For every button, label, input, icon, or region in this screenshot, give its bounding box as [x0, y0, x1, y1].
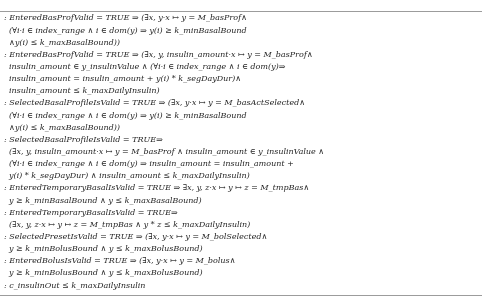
Text: : SelectedBasalProfileIsValid = TRUE ⇒ (∃x, y·x ↦ y = M_basActSelected∧: : SelectedBasalProfileIsValid = TRUE ⇒ (…	[4, 99, 305, 108]
Text: ∧y(i) ≤ k_maxBasalBound)): ∧y(i) ≤ k_maxBasalBound))	[4, 39, 120, 47]
Text: insulin_amount ≤ k_maxDailyInsulin): insulin_amount ≤ k_maxDailyInsulin)	[4, 87, 160, 95]
Text: : EnteredBasProfValid = TRUE ⇒ (∃x, y·x ↦ y = M_basProf∧: : EnteredBasProfValid = TRUE ⇒ (∃x, y·x …	[4, 14, 247, 22]
Text: : EnteredBolusIsValid = TRUE ⇒ (∃x, y·x ↦ y = M_bolus∧: : EnteredBolusIsValid = TRUE ⇒ (∃x, y·x …	[4, 257, 235, 265]
Text: : EnteredTemporaryBasalIsValid = TRUE⇒: : EnteredTemporaryBasalIsValid = TRUE⇒	[4, 209, 177, 217]
Text: (∀i·i ∈ index_range ∧ i ∈ dom(y) ⇒ y(i) ≥ k_minBasalBound: (∀i·i ∈ index_range ∧ i ∈ dom(y) ⇒ y(i) …	[4, 27, 246, 35]
Text: y(i) * k_segDayDur) ∧ insulin_amount ≤ k_maxDailyInsulin): y(i) * k_segDayDur) ∧ insulin_amount ≤ k…	[4, 172, 250, 180]
Text: (∀i·i ∈ index_range ∧ i ∈ dom(y) ⇒ insulin_amount = insulin_amount +: (∀i·i ∈ index_range ∧ i ∈ dom(y) ⇒ insul…	[4, 160, 294, 168]
Text: (∃x, y, z·x ↦ y ↦ z = M_tmpBas ∧ y * z ≤ k_maxDailyInsulin): (∃x, y, z·x ↦ y ↦ z = M_tmpBas ∧ y * z ≤…	[4, 221, 250, 229]
Text: y ≥ k_minBasalBound ∧ y ≤ k_maxBasalBound): y ≥ k_minBasalBound ∧ y ≤ k_maxBasalBoun…	[4, 197, 201, 204]
Text: ∧y(i) ≤ k_maxBasalBound)): ∧y(i) ≤ k_maxBasalBound))	[4, 124, 120, 132]
Text: : SelectedPresetIsValid = TRUE ⇒ (∃x, y·x ↦ y = M_bolSelected∧: : SelectedPresetIsValid = TRUE ⇒ (∃x, y·…	[4, 233, 267, 241]
Text: : EnteredBasProfValid = TRUE ⇒ (∃x, y, insulin_amount·x ↦ y = M_basProf∧: : EnteredBasProfValid = TRUE ⇒ (∃x, y, i…	[4, 51, 313, 59]
Text: y ≥ k_minBolusBound ∧ y ≤ k_maxBolusBound): y ≥ k_minBolusBound ∧ y ≤ k_maxBolusBoun…	[4, 269, 202, 278]
Text: (∀i·i ∈ index_range ∧ i ∈ dom(y) ⇒ y(i) ≥ k_minBasalBound: (∀i·i ∈ index_range ∧ i ∈ dom(y) ⇒ y(i) …	[4, 112, 246, 120]
Text: : EnteredTemporaryBasalIsValid = TRUE ⇒ ∃x, y, z·x ↦ y ↦ z = M_tmpBas∧: : EnteredTemporaryBasalIsValid = TRUE ⇒ …	[4, 185, 309, 192]
Text: : c_insulinOut ≤ k_maxDailyInsulin: : c_insulinOut ≤ k_maxDailyInsulin	[4, 281, 145, 290]
Text: (∃x, y, insulin_amount·x ↦ y = M_basProf ∧ insulin_amount ∈ y_insulinValue ∧: (∃x, y, insulin_amount·x ↦ y = M_basProf…	[4, 148, 324, 156]
Text: : SelectedBasalProfileIsValid = TRUE⇒: : SelectedBasalProfileIsValid = TRUE⇒	[4, 136, 163, 144]
Text: insulin_amount ∈ y_insulinValue ∧ (∀i·i ∈ index_range ∧ i ∈ dom(y)⇒: insulin_amount ∈ y_insulinValue ∧ (∀i·i …	[4, 63, 285, 71]
Text: insulin_amount = insulin_amount + y(i) * k_segDayDur)∧: insulin_amount = insulin_amount + y(i) *…	[4, 75, 241, 83]
Text: y ≥ k_minBolusBound ∧ y ≤ k_maxBolusBound): y ≥ k_minBolusBound ∧ y ≤ k_maxBolusBoun…	[4, 245, 202, 253]
